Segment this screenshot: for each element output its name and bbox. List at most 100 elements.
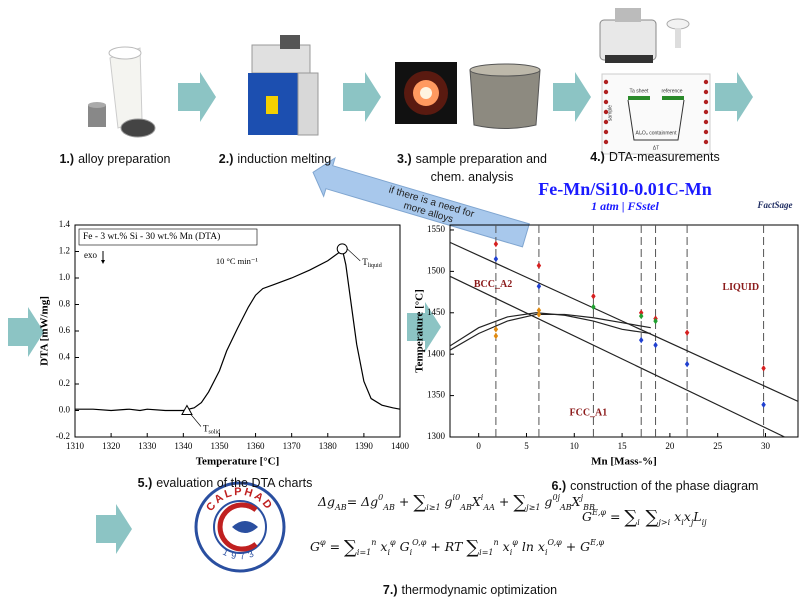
data-line [450, 276, 785, 437]
x-tick-label: 20 [665, 441, 675, 451]
equation-part: AA [483, 503, 495, 512]
equation-part: i=1 [357, 548, 371, 557]
equation: Gφ = ∑i=1n xiφ GiO,φ + RT ∑i=1n xiφ ln x… [310, 537, 604, 558]
step-text: sample preparation and [416, 152, 547, 166]
dish [121, 119, 155, 137]
data-point [653, 342, 657, 348]
equation-part: j [581, 493, 583, 502]
feedback-arrow: if there is a need for more alloys [307, 153, 531, 254]
step-number: 2.) [219, 152, 234, 166]
equation-part: G [396, 539, 410, 554]
equation-part: + [395, 494, 413, 509]
equation-part: i [387, 548, 390, 557]
step-number: 1.) [59, 152, 74, 166]
equation-part: i≥1 [426, 503, 440, 512]
equation-part: ij [702, 518, 707, 527]
marker-subscript: solid [208, 430, 220, 436]
crucible [110, 48, 142, 128]
equation-part: i [510, 548, 513, 557]
instrument-base [605, 55, 653, 63]
x-tick-label: 0 [476, 441, 481, 451]
arrow [715, 72, 753, 122]
step-label: 2.)induction melting [219, 152, 331, 166]
furnace-image [248, 35, 318, 135]
equation-part: Δg [318, 494, 335, 509]
exo-label: exo [84, 250, 97, 260]
equation-part: j≥1 [526, 503, 540, 512]
marker-leader [191, 415, 201, 427]
equation-part: i=1 [479, 548, 493, 557]
equation-part: i [481, 493, 484, 502]
plot-marks [75, 249, 400, 411]
arrow [178, 72, 216, 122]
equation-part: AB [460, 503, 472, 512]
schematic-label: reference [661, 88, 682, 94]
arrow [553, 72, 591, 122]
y-tick-label: 1.2 [59, 246, 70, 256]
y-tick-label: 0.2 [59, 378, 70, 388]
data-point [494, 256, 498, 262]
equation-part: g [540, 494, 552, 509]
equation-part: ∑ [413, 492, 426, 513]
y-tick-label: 1.0 [59, 272, 71, 282]
step-label: chem. analysis [431, 170, 514, 184]
plot-marks [450, 225, 798, 437]
x-tick-label: 15 [618, 441, 628, 451]
equation-part: ln x [518, 539, 545, 554]
schematic-label: ΔT [653, 145, 659, 151]
step-text: induction melting [237, 152, 331, 166]
rate-label: 10 °C min⁻¹ [216, 256, 259, 266]
step-text: chem. analysis [431, 170, 514, 184]
equation-part: = Δg [347, 494, 378, 509]
furnace-side [298, 73, 318, 135]
equation-part: x [684, 509, 691, 524]
step-label: 7.)thermodynamic optimization [383, 583, 557, 597]
instrument [600, 20, 656, 60]
equation: GE,φ = ∑i ∑j>i xixjLij [582, 507, 707, 528]
y-tick-label: 1550 [427, 224, 446, 234]
step-number: 4.) [590, 150, 605, 164]
equation-part: E,φ [592, 508, 606, 517]
equation-part: ∑ [466, 537, 479, 558]
x-tick-label: 1320 [102, 441, 121, 451]
step-text: DTA-measurements [609, 150, 720, 164]
marker-leader [347, 249, 360, 261]
sensor [667, 19, 689, 29]
x-tick-label: 1370 [283, 441, 302, 451]
y-tick-label: 1400 [427, 348, 446, 358]
equation-part: = [326, 539, 344, 554]
y-tick-label: 0.8 [59, 299, 71, 309]
equation-part: G [582, 509, 592, 524]
data-point [537, 311, 541, 317]
equation-part: O,φ [548, 538, 562, 547]
phase-label: BCC_A2 [474, 279, 512, 290]
marker-label: Tliquid [362, 257, 382, 269]
x-axis-label: Temperature [°C] [196, 456, 280, 468]
step-text: alloy preparation [78, 152, 170, 166]
plot-frame [450, 225, 798, 437]
ring-top [470, 64, 540, 76]
equation-part: G [310, 539, 320, 554]
schematic [602, 74, 710, 154]
equation-part: L [693, 509, 701, 524]
calphad-logo: CALPHAD 1973 [196, 483, 284, 571]
y-tick-label: 1450 [427, 307, 446, 317]
equation-part: X [572, 494, 581, 509]
marker-label: Tsolid [203, 424, 220, 436]
x-tick-label: 1350 [210, 441, 229, 451]
x-tick-label: 25 [713, 441, 723, 451]
equation-part: j>i [658, 518, 670, 527]
marker-subscript: liquid [368, 263, 382, 269]
equation-part: 0 [378, 493, 383, 502]
y-tick-label: 1350 [427, 390, 446, 400]
data-point [685, 361, 689, 367]
step-label: 1.) alloy preparation [59, 152, 170, 166]
furnace-top [252, 45, 310, 73]
equation-part: E,φ [590, 538, 604, 547]
ta-sheet [628, 96, 650, 100]
equation-part: x [499, 539, 510, 554]
reference-sheet [662, 96, 684, 100]
x-tick-label: 1310 [66, 441, 85, 451]
y-tick-label: 1.4 [59, 219, 71, 229]
x-tick-label: 5 [524, 441, 529, 451]
